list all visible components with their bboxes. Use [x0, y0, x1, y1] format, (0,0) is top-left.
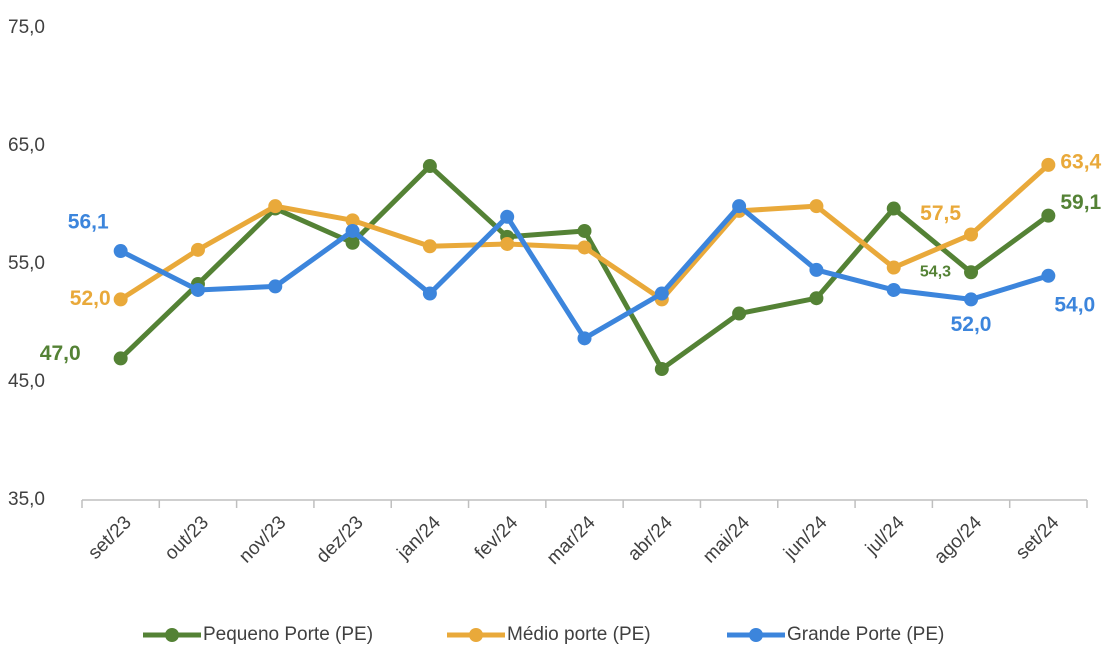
point: [886, 201, 901, 216]
point: [500, 209, 515, 224]
x-tick-label: ago/24: [930, 512, 986, 568]
point: [268, 279, 283, 294]
point: [577, 240, 592, 255]
point: [886, 282, 901, 297]
x-tick-label: dez/23: [312, 512, 367, 567]
point: [268, 199, 283, 214]
point: [964, 227, 979, 242]
x-tick-label: jul/24: [861, 512, 909, 560]
point: [732, 306, 747, 321]
y-tick-label: 55,0: [8, 253, 45, 274]
point: [422, 239, 437, 254]
point: [500, 236, 515, 251]
data-label: 54,3: [920, 263, 951, 280]
legend-marker: [165, 628, 179, 642]
point: [190, 282, 205, 297]
x-tick-label: set/23: [84, 512, 135, 563]
data-label: 47,0: [40, 342, 81, 365]
point: [732, 199, 747, 214]
legend-label: Pequeno Porte (PE): [203, 624, 373, 645]
data-label: 52,0: [70, 287, 111, 310]
point: [113, 244, 128, 259]
point: [190, 242, 205, 257]
legend-label: Grande Porte (PE): [787, 624, 944, 645]
y-tick-label: 35,0: [8, 489, 45, 510]
y-tick-label: 45,0: [8, 371, 45, 392]
point: [422, 286, 437, 301]
legend-label: Médio porte (PE): [507, 624, 651, 645]
point: [345, 213, 360, 228]
point: [1041, 157, 1056, 172]
y-tick-label: 75,0: [8, 17, 45, 38]
point: [809, 291, 824, 306]
point: [422, 159, 437, 174]
point: [886, 260, 901, 275]
point: [345, 223, 360, 238]
point: [577, 223, 592, 238]
data-label: 52,0: [951, 313, 992, 336]
point: [809, 262, 824, 277]
data-label: 63,4: [1060, 150, 1101, 173]
point: [345, 235, 360, 250]
data-label: 59,1: [1060, 191, 1101, 214]
legend-marker: [749, 628, 763, 642]
point: [809, 199, 824, 214]
legend-marker: [469, 628, 483, 642]
x-tick-label: abr/24: [624, 512, 677, 565]
x-tick-label: set/24: [1012, 512, 1064, 564]
point: [113, 351, 128, 366]
point: [654, 286, 669, 301]
x-tick-label: jun/24: [779, 512, 831, 564]
point: [964, 292, 979, 307]
x-tick-label: mar/24: [543, 512, 600, 569]
x-tick-label: fev/24: [471, 512, 523, 564]
x-tick-label: nov/23: [235, 512, 290, 567]
data-label: 57,5: [920, 202, 961, 225]
y-tick-label: 65,0: [8, 135, 45, 156]
point: [1041, 208, 1056, 223]
point: [1041, 268, 1056, 283]
x-tick-label: out/23: [161, 512, 213, 564]
point: [964, 265, 979, 280]
data-label: 56,1: [68, 211, 109, 234]
x-tick-label: jan/24: [393, 512, 445, 564]
point: [577, 331, 592, 346]
x-tick-label: mai/24: [699, 512, 754, 567]
data-label: 54,0: [1054, 293, 1095, 316]
point: [654, 362, 669, 377]
point: [113, 292, 128, 307]
